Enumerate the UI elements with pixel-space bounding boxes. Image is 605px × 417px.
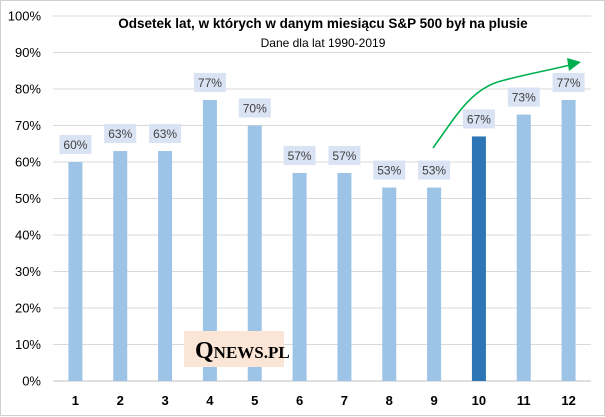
bar-10	[471, 136, 486, 381]
y-tick-label: 100%	[8, 9, 42, 24]
data-label-box	[283, 145, 316, 165]
x-tick-label: 7	[341, 393, 348, 408]
chart-subtitle: Dane dla lat 1990-2019	[261, 36, 386, 50]
data-label: 70%	[243, 102, 267, 116]
data-label-box	[507, 87, 540, 107]
y-tick-label: 20%	[15, 301, 41, 316]
data-label: 77%	[557, 76, 581, 90]
grid	[53, 15, 591, 382]
data-label-box	[59, 135, 92, 154]
watermark-background	[184, 331, 284, 367]
x-tick-label: 10	[472, 393, 486, 408]
data-label: 63%	[108, 127, 132, 141]
bar-6	[292, 172, 307, 381]
bar-1	[68, 162, 83, 381]
watermark-logo: QNEWS.PL	[184, 331, 290, 367]
y-tick-label: 0%	[22, 374, 41, 389]
axes: 0%10%20%30%40%50%60%70%80%90%100%1 2 3 4 5 6 7…	[8, 9, 576, 409]
data-label: 57%	[288, 149, 312, 163]
watermark-text: QNEWS.PL	[195, 338, 290, 364]
data-label-box	[552, 72, 585, 92]
trend-arrow-head	[567, 58, 581, 71]
x-tick-label: 12	[561, 393, 575, 408]
bar-11	[516, 114, 531, 382]
x-tick-label: 5	[251, 393, 258, 408]
data-label: 60%	[63, 138, 87, 152]
y-tick-label: 40%	[15, 228, 41, 243]
data-label: 67%	[467, 112, 491, 126]
bar-8	[382, 187, 397, 381]
y-tick-label: 30%	[15, 264, 41, 279]
x-tick-label: 1	[72, 393, 79, 408]
data-label-box	[238, 98, 271, 118]
bar-12	[561, 99, 576, 381]
data-label-box	[104, 124, 137, 144]
trend-arrow	[432, 58, 581, 149]
data-label: 63%	[153, 127, 177, 141]
data-label: 57%	[332, 149, 356, 163]
bar-4	[202, 99, 217, 381]
x-tick-label: 3	[161, 393, 168, 408]
x-tick-label: 11	[517, 393, 531, 408]
trend-arrow-line	[432, 64, 571, 149]
bar-2	[113, 151, 128, 381]
bar-7	[337, 172, 352, 381]
data-label-box	[418, 160, 451, 180]
data-label: 73%	[512, 91, 536, 105]
data-label: 53%	[377, 164, 401, 178]
x-tick-label: 9	[430, 393, 437, 408]
bar-3	[158, 151, 173, 381]
y-tick-label: 90%	[15, 45, 41, 60]
x-tick-label: 6	[296, 393, 303, 408]
y-tick-label: 10%	[15, 337, 41, 352]
watermark-initial: Q	[195, 338, 214, 364]
y-tick-label: 70%	[15, 118, 41, 133]
data-label: 77%	[198, 76, 222, 90]
y-tick-label: 80%	[15, 82, 41, 97]
data-label-box	[462, 109, 495, 129]
chart-title: Odsetek lat, w których w danym miesiącu …	[118, 16, 528, 31]
data-label-box	[373, 160, 406, 180]
data-label-box	[149, 124, 182, 144]
y-tick-label: 50%	[15, 191, 41, 206]
data-label-box	[193, 72, 226, 92]
data-labels: 60% 63% 63% 77% 70% 57% 57% 53% 53% 67% 73% 77%	[59, 72, 585, 180]
watermark-rest: NEWS.PL	[214, 343, 290, 362]
data-label-box	[328, 145, 361, 165]
y-tick-label: 60%	[15, 155, 41, 170]
data-label: 53%	[422, 164, 446, 178]
x-tick-label: 2	[117, 393, 124, 408]
bar-5	[247, 125, 262, 381]
x-tick-label: 4	[206, 393, 214, 408]
bar-9	[427, 187, 442, 381]
bars	[68, 99, 576, 382]
x-tick-label: 8	[386, 393, 393, 408]
